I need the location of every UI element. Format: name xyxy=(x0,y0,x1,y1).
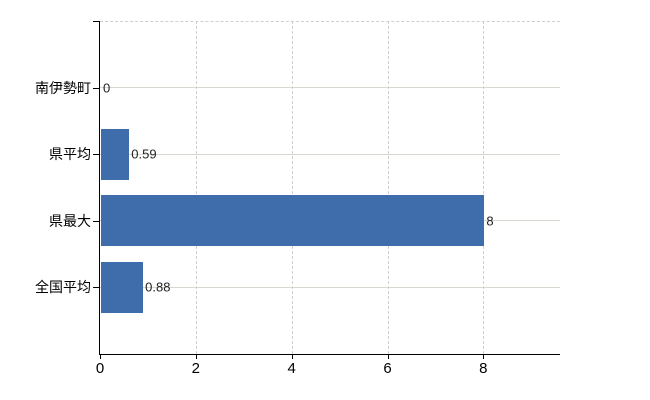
x-tick-label: 4 xyxy=(287,360,296,377)
x-tick xyxy=(483,354,485,359)
bar-value-label: 8 xyxy=(486,213,494,229)
bar xyxy=(101,195,485,247)
bar xyxy=(101,261,144,313)
y-tick xyxy=(93,87,100,89)
v-gridline xyxy=(483,21,485,354)
y-tick xyxy=(93,287,100,289)
plot-area xyxy=(100,21,560,354)
h-gridline xyxy=(100,87,560,89)
h-gridline xyxy=(100,286,560,288)
category-label: 南伊勢町 xyxy=(35,79,91,96)
category-label: 全国平均 xyxy=(35,279,91,296)
v-gridline xyxy=(195,21,197,354)
v-gridline xyxy=(291,21,293,354)
bar-value-label: 0.59 xyxy=(131,146,157,162)
y-axis xyxy=(99,21,100,355)
y-tick xyxy=(93,220,100,222)
bar-value-label: 0.88 xyxy=(145,279,171,295)
x-tick xyxy=(291,354,293,359)
v-gridline xyxy=(387,21,389,354)
y-axis-top-tick xyxy=(93,21,100,22)
plot-top-border xyxy=(100,20,560,22)
x-tick xyxy=(195,354,197,359)
x-axis xyxy=(100,354,560,355)
x-tick-label: 6 xyxy=(383,360,392,377)
x-tick-label: 8 xyxy=(479,360,488,377)
x-tick xyxy=(387,354,389,359)
h-gridline xyxy=(100,153,560,155)
bar xyxy=(101,128,130,180)
category-label: 県平均 xyxy=(49,146,91,163)
x-tick xyxy=(100,354,101,359)
x-tick-label: 2 xyxy=(191,360,200,377)
category-label: 県最大 xyxy=(49,212,91,229)
y-tick xyxy=(93,154,100,156)
bar-value-label: 0 xyxy=(103,80,111,96)
x-tick-label: 0 xyxy=(95,360,105,377)
